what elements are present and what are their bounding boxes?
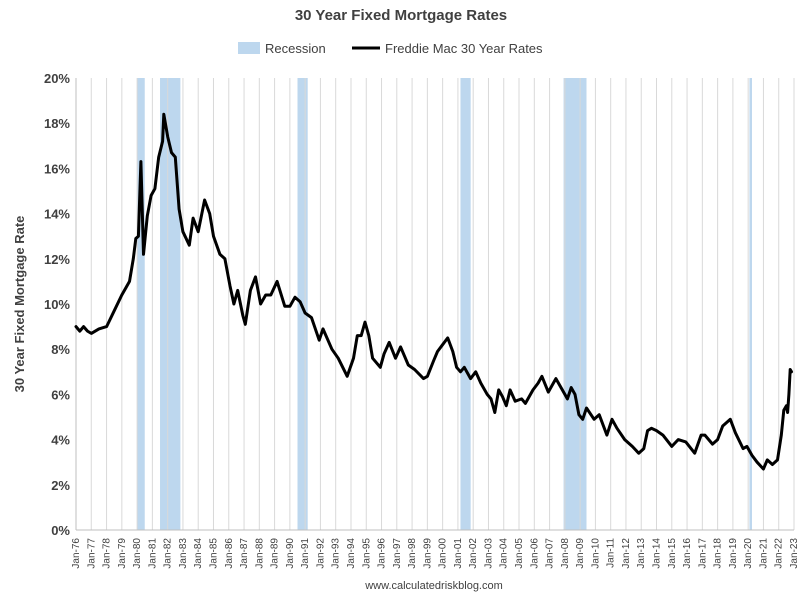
x-tick-label: Jan-14 xyxy=(652,538,663,569)
x-tick-label: Jan-96 xyxy=(377,538,388,569)
x-tick-label: Jan-06 xyxy=(529,538,540,569)
x-tick-label: Jan-07 xyxy=(545,538,556,569)
x-tick-label: Jan-89 xyxy=(270,538,281,569)
x-tick-label: Jan-09 xyxy=(575,538,586,569)
x-tick-label: Jan-77 xyxy=(86,538,97,569)
legend-recession-label: Recession xyxy=(265,41,326,56)
x-tick-label: Jan-94 xyxy=(346,538,357,569)
y-tick-label: 10% xyxy=(44,297,70,312)
x-tick-label: Jan-80 xyxy=(132,538,143,569)
x-tick-label: Jan-02 xyxy=(468,538,479,569)
x-tick-label: Jan-87 xyxy=(239,538,250,569)
y-tick-label: 16% xyxy=(44,161,70,176)
recession-band-5 xyxy=(749,78,752,530)
y-tick-label: 0% xyxy=(51,523,70,538)
chart-title: 30 Year Fixed Mortgage Rates xyxy=(295,7,507,24)
y-tick-label: 14% xyxy=(44,207,70,222)
x-tick-label: Jan-88 xyxy=(254,538,265,569)
legend-rates-label: Freddie Mac 30 Year Rates xyxy=(385,41,543,56)
x-tick-label: Jan-18 xyxy=(713,538,724,569)
recession-band-1 xyxy=(160,78,181,530)
x-tick-label: Jan-82 xyxy=(163,538,174,569)
x-tick-label: Jan-99 xyxy=(422,538,433,569)
y-tick-label: 12% xyxy=(44,252,70,267)
x-tick-label: Jan-76 xyxy=(71,538,82,569)
x-tick-label: Jan-00 xyxy=(438,538,449,569)
x-tick-label: Jan-83 xyxy=(178,538,189,569)
x-tick-label: Jan-85 xyxy=(208,538,219,569)
x-tick-label: Jan-16 xyxy=(682,538,693,569)
x-tick-label: Jan-78 xyxy=(102,538,113,569)
x-tick-label: Jan-93 xyxy=(331,538,342,569)
x-tick-label: Jan-08 xyxy=(560,538,571,569)
y-axis-label: 30 Year Fixed Mortgage Rate xyxy=(12,216,27,393)
x-tick-label: Jan-10 xyxy=(590,538,601,569)
y-tick-label: 18% xyxy=(44,116,70,131)
rate-series-line xyxy=(74,112,793,471)
x-tick-label: Jan-23 xyxy=(789,538,800,569)
x-tick-label: Jan-79 xyxy=(117,538,128,569)
x-tick-label: Jan-05 xyxy=(514,538,525,569)
x-tick-label: Jan-12 xyxy=(621,538,632,569)
x-axis-ticks: Jan-76 Jan-77 Jan-78 Jan-79 Jan-80 Jan-81 Jan-… xyxy=(71,538,800,569)
y-tick-label: 20% xyxy=(44,71,70,86)
x-tick-label: Jan-11 xyxy=(606,538,617,568)
y-axis-ticks: 0% 2% 4% 6% 8% 10% 12% 14% 16% 18% 20% xyxy=(44,71,70,538)
recession-band-4 xyxy=(563,78,587,530)
x-tick-label: Jan-03 xyxy=(483,538,494,569)
x-tick-label: Jan-22 xyxy=(774,538,785,569)
x-tick-label: Jan-20 xyxy=(743,538,754,569)
vertical-gridlines xyxy=(75,78,795,530)
y-tick-label: 6% xyxy=(51,387,70,402)
x-tick-label: Jan-81 xyxy=(147,538,158,569)
recession-band-0 xyxy=(137,78,145,530)
plot-area: 0%2%4%6%8%10%12%14%16%18%20% Jan-76 Jan-7… xyxy=(44,71,800,569)
x-tick-label: Jan-19 xyxy=(728,538,739,569)
recession-band-3 xyxy=(460,78,471,530)
legend: Recession Freddie Mac 30 Year Rates xyxy=(238,41,543,56)
source-credit: www.calculatedriskblog.com xyxy=(364,580,503,592)
x-tick-label: Jan-97 xyxy=(392,538,403,569)
x-tick-label: Jan-95 xyxy=(361,538,372,569)
x-tick-label: Jan-86 xyxy=(224,538,235,569)
x-tick-label: Jan-92 xyxy=(315,538,326,569)
x-tick-label: Jan-01 xyxy=(453,538,464,569)
x-tick-label: Jan-90 xyxy=(285,538,296,569)
legend-recession-swatch xyxy=(238,42,260,54)
x-tick-label: Jan-91 xyxy=(300,538,311,569)
x-tick-label: Jan-15 xyxy=(667,538,678,569)
x-tick-label: Jan-04 xyxy=(499,538,510,569)
x-tick-label: Jan-84 xyxy=(193,538,204,569)
x-tick-label: Jan-13 xyxy=(636,538,647,569)
x-tick-label: Jan-98 xyxy=(407,538,418,569)
x-tick-label: Jan-21 xyxy=(758,538,769,569)
y-tick-label: 2% xyxy=(51,478,70,493)
y-tick-label: 8% xyxy=(51,342,70,357)
x-tick-label: Jan-17 xyxy=(697,538,708,569)
y-tick-label: 4% xyxy=(51,433,70,448)
